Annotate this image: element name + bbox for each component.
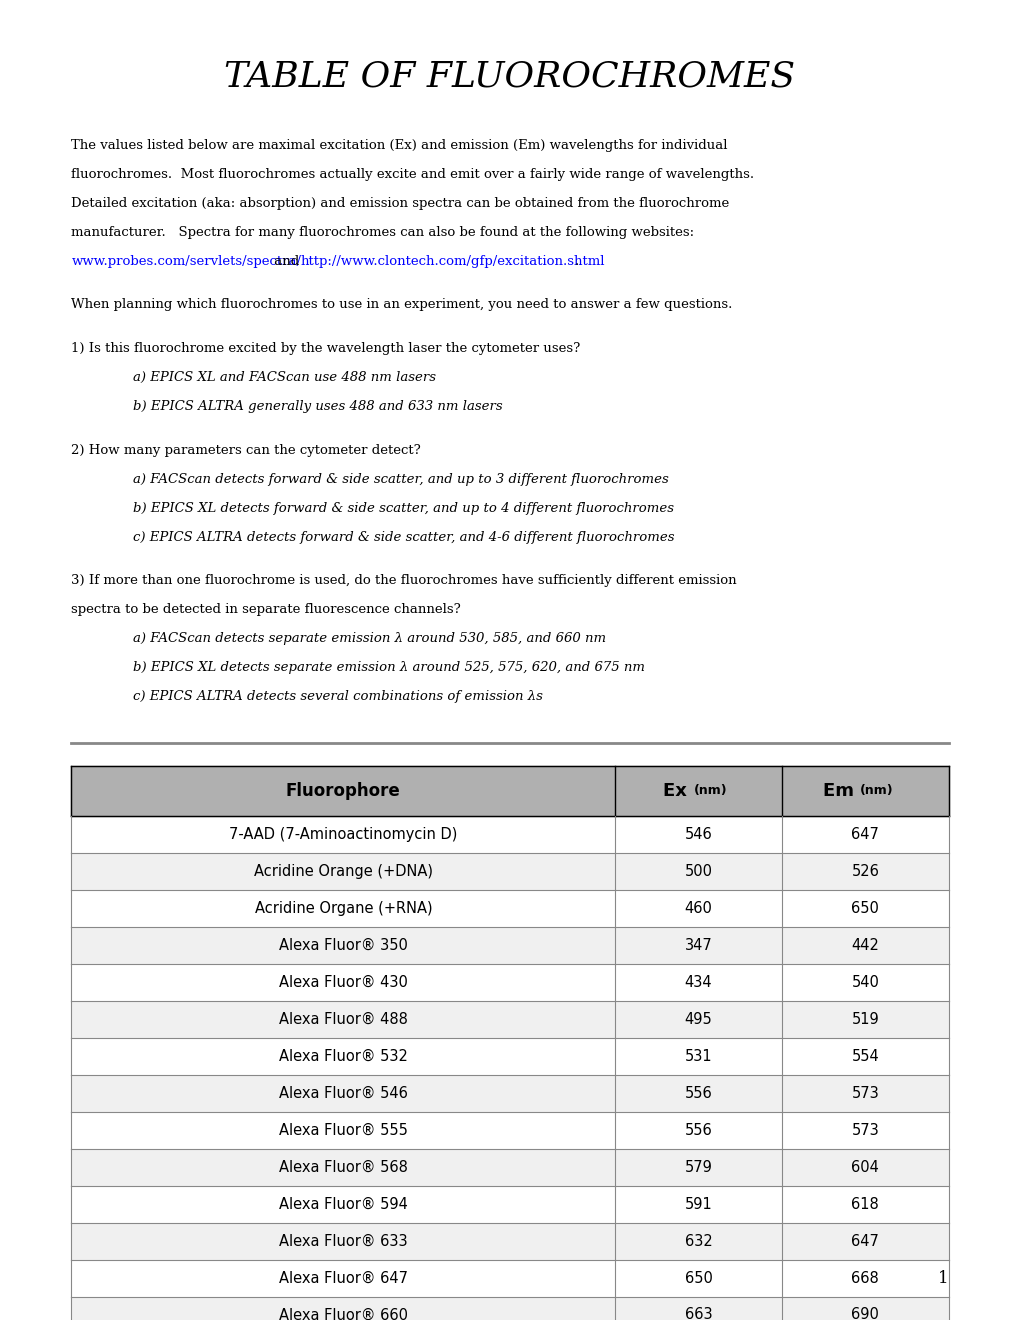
Text: b) EPICS XL detects forward & side scatter, and up to 4 different fluorochromes: b) EPICS XL detects forward & side scatt…: [132, 502, 673, 515]
Text: 526: 526: [851, 865, 878, 879]
Text: Ex: Ex: [662, 781, 693, 800]
Text: 7-AAD (7-Aminoactinomycin D): 7-AAD (7-Aminoactinomycin D): [229, 828, 458, 842]
Text: Alexa Fluor® 430: Alexa Fluor® 430: [278, 975, 408, 990]
Text: 347: 347: [684, 939, 712, 953]
Text: 554: 554: [851, 1049, 878, 1064]
Text: b) EPICS ALTRA generally uses 488 and 633 nm lasers: b) EPICS ALTRA generally uses 488 and 63…: [132, 400, 501, 413]
Bar: [71, 816, 948, 853]
Text: Detailed excitation (aka: absorption) and emission spectra can be obtained from : Detailed excitation (aka: absorption) an…: [71, 197, 729, 210]
Text: Alexa Fluor® 647: Alexa Fluor® 647: [278, 1271, 408, 1286]
Text: and: and: [270, 255, 304, 268]
Text: 434: 434: [684, 975, 711, 990]
Text: Acridine Orange (+DNA): Acridine Orange (+DNA): [254, 865, 432, 879]
Text: 1) Is this fluorochrome excited by the wavelength laser the cytometer uses?: 1) Is this fluorochrome excited by the w…: [71, 342, 580, 355]
Text: The values listed below are maximal excitation (Ex) and emission (Em) wavelength: The values listed below are maximal exci…: [71, 139, 728, 152]
Bar: [71, 964, 948, 1001]
Text: Alexa Fluor® 594: Alexa Fluor® 594: [278, 1197, 408, 1212]
Text: .: .: [574, 255, 578, 268]
Text: 573: 573: [851, 1086, 878, 1101]
Text: Alexa Fluor® 568: Alexa Fluor® 568: [278, 1160, 408, 1175]
Text: c) EPICS ALTRA detects forward & side scatter, and 4-6 different fluorochromes: c) EPICS ALTRA detects forward & side sc…: [132, 531, 674, 544]
Text: 579: 579: [684, 1160, 712, 1175]
Text: 618: 618: [851, 1197, 878, 1212]
Text: 632: 632: [684, 1234, 712, 1249]
Text: 495: 495: [684, 1012, 712, 1027]
Text: 668: 668: [851, 1271, 878, 1286]
Bar: [71, 1222, 948, 1259]
Bar: [71, 1296, 948, 1320]
Text: Alexa Fluor® 555: Alexa Fluor® 555: [278, 1123, 408, 1138]
Text: (nm): (nm): [859, 784, 893, 797]
Text: Alexa Fluor® 660: Alexa Fluor® 660: [278, 1308, 408, 1320]
Text: 546: 546: [684, 828, 712, 842]
Text: TABLE OF FLUOROCHROMES: TABLE OF FLUOROCHROMES: [224, 59, 795, 94]
Text: (nm): (nm): [693, 784, 727, 797]
Text: 531: 531: [684, 1049, 711, 1064]
Text: Alexa Fluor® 546: Alexa Fluor® 546: [278, 1086, 408, 1101]
Bar: [71, 927, 948, 964]
Text: 690: 690: [851, 1308, 878, 1320]
Text: 604: 604: [851, 1160, 878, 1175]
Text: 2) How many parameters can the cytometer detect?: 2) How many parameters can the cytometer…: [71, 444, 421, 457]
Bar: [71, 1185, 948, 1222]
Text: c) EPICS ALTRA detects several combinations of emission λs: c) EPICS ALTRA detects several combinati…: [132, 690, 542, 704]
Text: fluorochromes.  Most fluorochromes actually excite and emit over a fairly wide r: fluorochromes. Most fluorochromes actual…: [71, 168, 754, 181]
Text: Alexa Fluor® 633: Alexa Fluor® 633: [279, 1234, 408, 1249]
Text: 500: 500: [684, 865, 712, 879]
Bar: [71, 1111, 948, 1148]
Text: 1: 1: [937, 1270, 948, 1287]
Text: 650: 650: [851, 902, 878, 916]
Text: 556: 556: [684, 1086, 712, 1101]
Text: b) EPICS XL detects separate emission λ around 525, 575, 620, and 675 nm: b) EPICS XL detects separate emission λ …: [132, 661, 644, 675]
Text: 519: 519: [851, 1012, 878, 1027]
Text: 556: 556: [684, 1123, 712, 1138]
Text: http://www.clontech.com/gfp/excitation.shtml: http://www.clontech.com/gfp/excitation.s…: [301, 255, 605, 268]
Bar: [71, 853, 948, 890]
Text: Acridine Organe (+RNA): Acridine Organe (+RNA): [255, 902, 432, 916]
Bar: [71, 1148, 948, 1185]
Text: 573: 573: [851, 1123, 878, 1138]
Text: 3) If more than one fluorochrome is used, do the fluorochromes have sufficiently: 3) If more than one fluorochrome is used…: [71, 574, 737, 587]
Text: a) EPICS XL and FACScan use 488 nm lasers: a) EPICS XL and FACScan use 488 nm laser…: [132, 371, 435, 384]
Text: spectra to be detected in separate fluorescence channels?: spectra to be detected in separate fluor…: [71, 603, 461, 616]
Text: www.probes.com/servlets/spectra/: www.probes.com/servlets/spectra/: [71, 255, 301, 268]
Text: 650: 650: [684, 1271, 712, 1286]
Text: 442: 442: [851, 939, 878, 953]
Bar: [71, 890, 948, 927]
Text: Alexa Fluor® 532: Alexa Fluor® 532: [278, 1049, 408, 1064]
Text: manufacturer.   Spectra for many fluorochromes can also be found at the followin: manufacturer. Spectra for many fluorochr…: [71, 226, 694, 239]
Text: Em: Em: [822, 781, 859, 800]
Bar: [71, 1074, 948, 1111]
Text: a) FACScan detects separate emission λ around 530, 585, and 660 nm: a) FACScan detects separate emission λ a…: [132, 632, 605, 645]
Text: Fluorophore: Fluorophore: [285, 781, 400, 800]
Bar: [71, 1259, 948, 1296]
Bar: [71, 766, 948, 816]
Text: When planning which fluorochromes to use in an experiment, you need to answer a : When planning which fluorochromes to use…: [71, 298, 732, 312]
Text: 663: 663: [684, 1308, 711, 1320]
Text: a) FACScan detects forward & side scatter, and up to 3 different fluorochromes: a) FACScan detects forward & side scatte…: [132, 473, 667, 486]
Bar: [71, 1038, 948, 1074]
Text: 460: 460: [684, 902, 712, 916]
Text: Alexa Fluor® 488: Alexa Fluor® 488: [278, 1012, 408, 1027]
Text: 540: 540: [851, 975, 878, 990]
Text: 591: 591: [684, 1197, 712, 1212]
Text: 647: 647: [851, 828, 878, 842]
Text: 647: 647: [851, 1234, 878, 1249]
Text: Alexa Fluor® 350: Alexa Fluor® 350: [278, 939, 408, 953]
Bar: [71, 1001, 948, 1038]
